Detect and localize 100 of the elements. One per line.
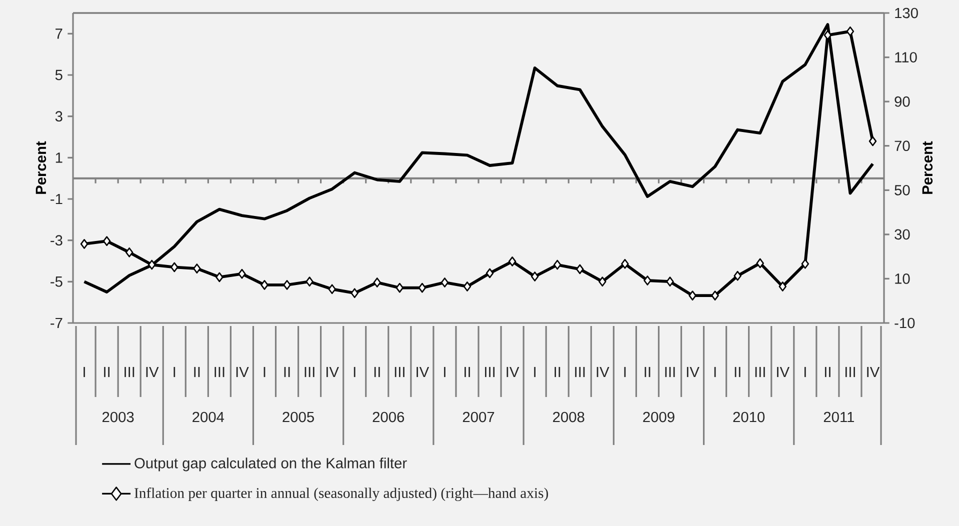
point (148, 260, 156, 270)
point (508, 256, 516, 266)
text: 2006 (372, 412, 404, 422)
y-tick-label: -3 (50, 235, 62, 246)
point (644, 276, 652, 286)
y-tick-label: -7 (50, 318, 62, 328)
y2-tick-label: 110 (895, 52, 917, 62)
point (396, 282, 404, 293)
text: 2008 (553, 412, 584, 422)
x-tick-label: II (104, 366, 110, 378)
point (666, 276, 674, 287)
text: 2010 (733, 412, 765, 422)
point (463, 282, 472, 292)
y-tick-label: -5 (50, 276, 62, 287)
x-tick-label: III (124, 366, 134, 378)
x-tick-label: II (734, 366, 740, 378)
x-tick-label: I (534, 366, 536, 378)
point (170, 262, 178, 272)
point (373, 278, 381, 288)
x-tick-label: II (284, 366, 290, 378)
point (328, 284, 336, 294)
legend-label: Inflation per quarter in annual (seasonally adjusted) (right—hand axis) (134, 488, 548, 502)
point (216, 272, 224, 282)
x-tick-label: I (84, 366, 85, 378)
point (486, 268, 494, 278)
point (260, 280, 268, 290)
x-tick-label: IV (416, 366, 430, 378)
x-tick-label: III (755, 366, 765, 378)
y2-tick-label: 30 (894, 229, 910, 240)
y-tick-label: 1 (56, 152, 62, 163)
x-tick-label: IV (686, 366, 700, 378)
y2-tick-label: 10 (895, 274, 910, 284)
point (80, 239, 88, 249)
point (418, 282, 426, 293)
y-tick-label: 7 (56, 28, 62, 39)
y2-tick-label: 90 (894, 96, 910, 107)
text: 2007 (462, 412, 494, 422)
x-tick-label: III (304, 366, 314, 378)
x-tick-label: III (485, 366, 495, 378)
point (576, 264, 584, 274)
point (102, 236, 111, 246)
point (734, 270, 742, 281)
text: 2011 (824, 412, 854, 422)
point (598, 276, 606, 287)
x-tick-label: III (214, 366, 224, 378)
x-tick-label: I (354, 366, 356, 378)
point (553, 260, 562, 270)
x-tick-label: II (464, 366, 470, 378)
x-tick-label: IV (326, 366, 339, 378)
x-tick-label: II (374, 366, 380, 378)
text: 2009 (643, 412, 674, 422)
point (711, 290, 719, 300)
x-tick-label: III (575, 366, 585, 378)
x-tick-label: IV (146, 366, 159, 378)
y2-tick-label: 130 (895, 8, 918, 18)
x-tick-label: II (824, 366, 830, 378)
x-tick-label: II (554, 366, 560, 378)
point (306, 276, 314, 287)
point (846, 26, 854, 36)
text: 2003 (102, 412, 134, 422)
point (440, 278, 449, 288)
text: 2005 (282, 412, 314, 422)
point (778, 282, 786, 292)
point (193, 264, 201, 274)
legend-label: Output gap calculated on the Kalman filter (134, 458, 407, 472)
x-tick-label: I (264, 366, 266, 378)
x-tick-label: I (624, 366, 626, 378)
y-tick-label: 5 (55, 70, 62, 80)
y-tick-label: -1 (50, 194, 62, 204)
x-tick-label: III (394, 366, 404, 378)
x-tick-label: IV (506, 366, 520, 378)
y2-axis-title: Percent (922, 141, 933, 194)
x-tick-label: III (665, 366, 675, 378)
point (868, 136, 877, 146)
y-tick-label: 3 (55, 111, 62, 122)
x-tick-label: II (194, 366, 200, 378)
x-tick-label: I (804, 366, 806, 378)
point (801, 258, 810, 269)
x-tick-label: I (444, 366, 446, 378)
y2-tick-label: 70 (894, 140, 910, 152)
x-tick-label: IV (867, 366, 880, 378)
text: 2004 (192, 412, 224, 422)
point (530, 272, 539, 282)
x-tick-label: IV (777, 366, 790, 378)
y-axis-title: Percent (36, 141, 46, 194)
x-tick-label: IV (596, 366, 610, 378)
point (621, 258, 629, 269)
point (756, 258, 764, 268)
y2-tick-label: 50 (894, 184, 910, 196)
point (283, 280, 291, 290)
point (350, 288, 358, 298)
point (125, 247, 134, 258)
x-tick-label: IV (236, 366, 249, 378)
x-tick-label: III (845, 366, 855, 378)
x-tick-label: I (174, 366, 176, 378)
point (688, 290, 696, 300)
x-tick-label: II (644, 366, 650, 378)
y2-tick-label: -10 (894, 318, 915, 328)
x-tick-label: I (714, 366, 716, 378)
point (238, 268, 246, 279)
